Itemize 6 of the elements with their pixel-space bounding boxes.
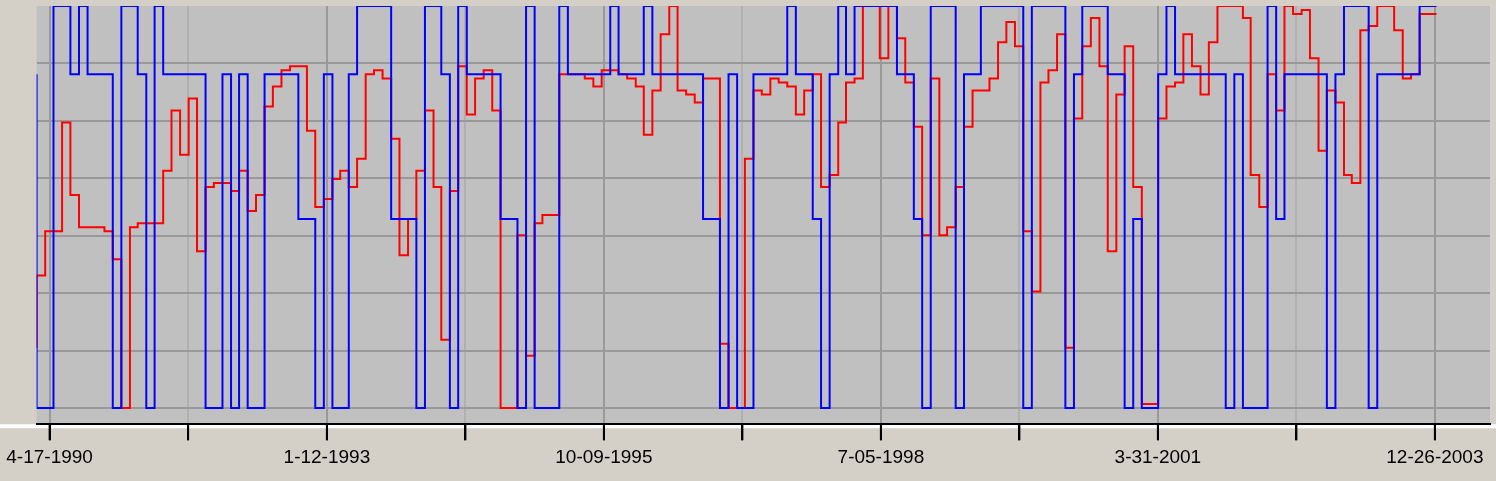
x-tick-label: 1-12-1993 <box>283 445 371 467</box>
x-tick-label: 4-17-1990 <box>6 445 93 467</box>
x-tick-label: 10-09-1995 <box>555 445 653 467</box>
x-tick-label: 12-26-2003 <box>1386 445 1484 467</box>
x-tick-label: 3-31-2001 <box>1114 445 1202 467</box>
x-tick-label: 7-05-1998 <box>837 445 925 467</box>
